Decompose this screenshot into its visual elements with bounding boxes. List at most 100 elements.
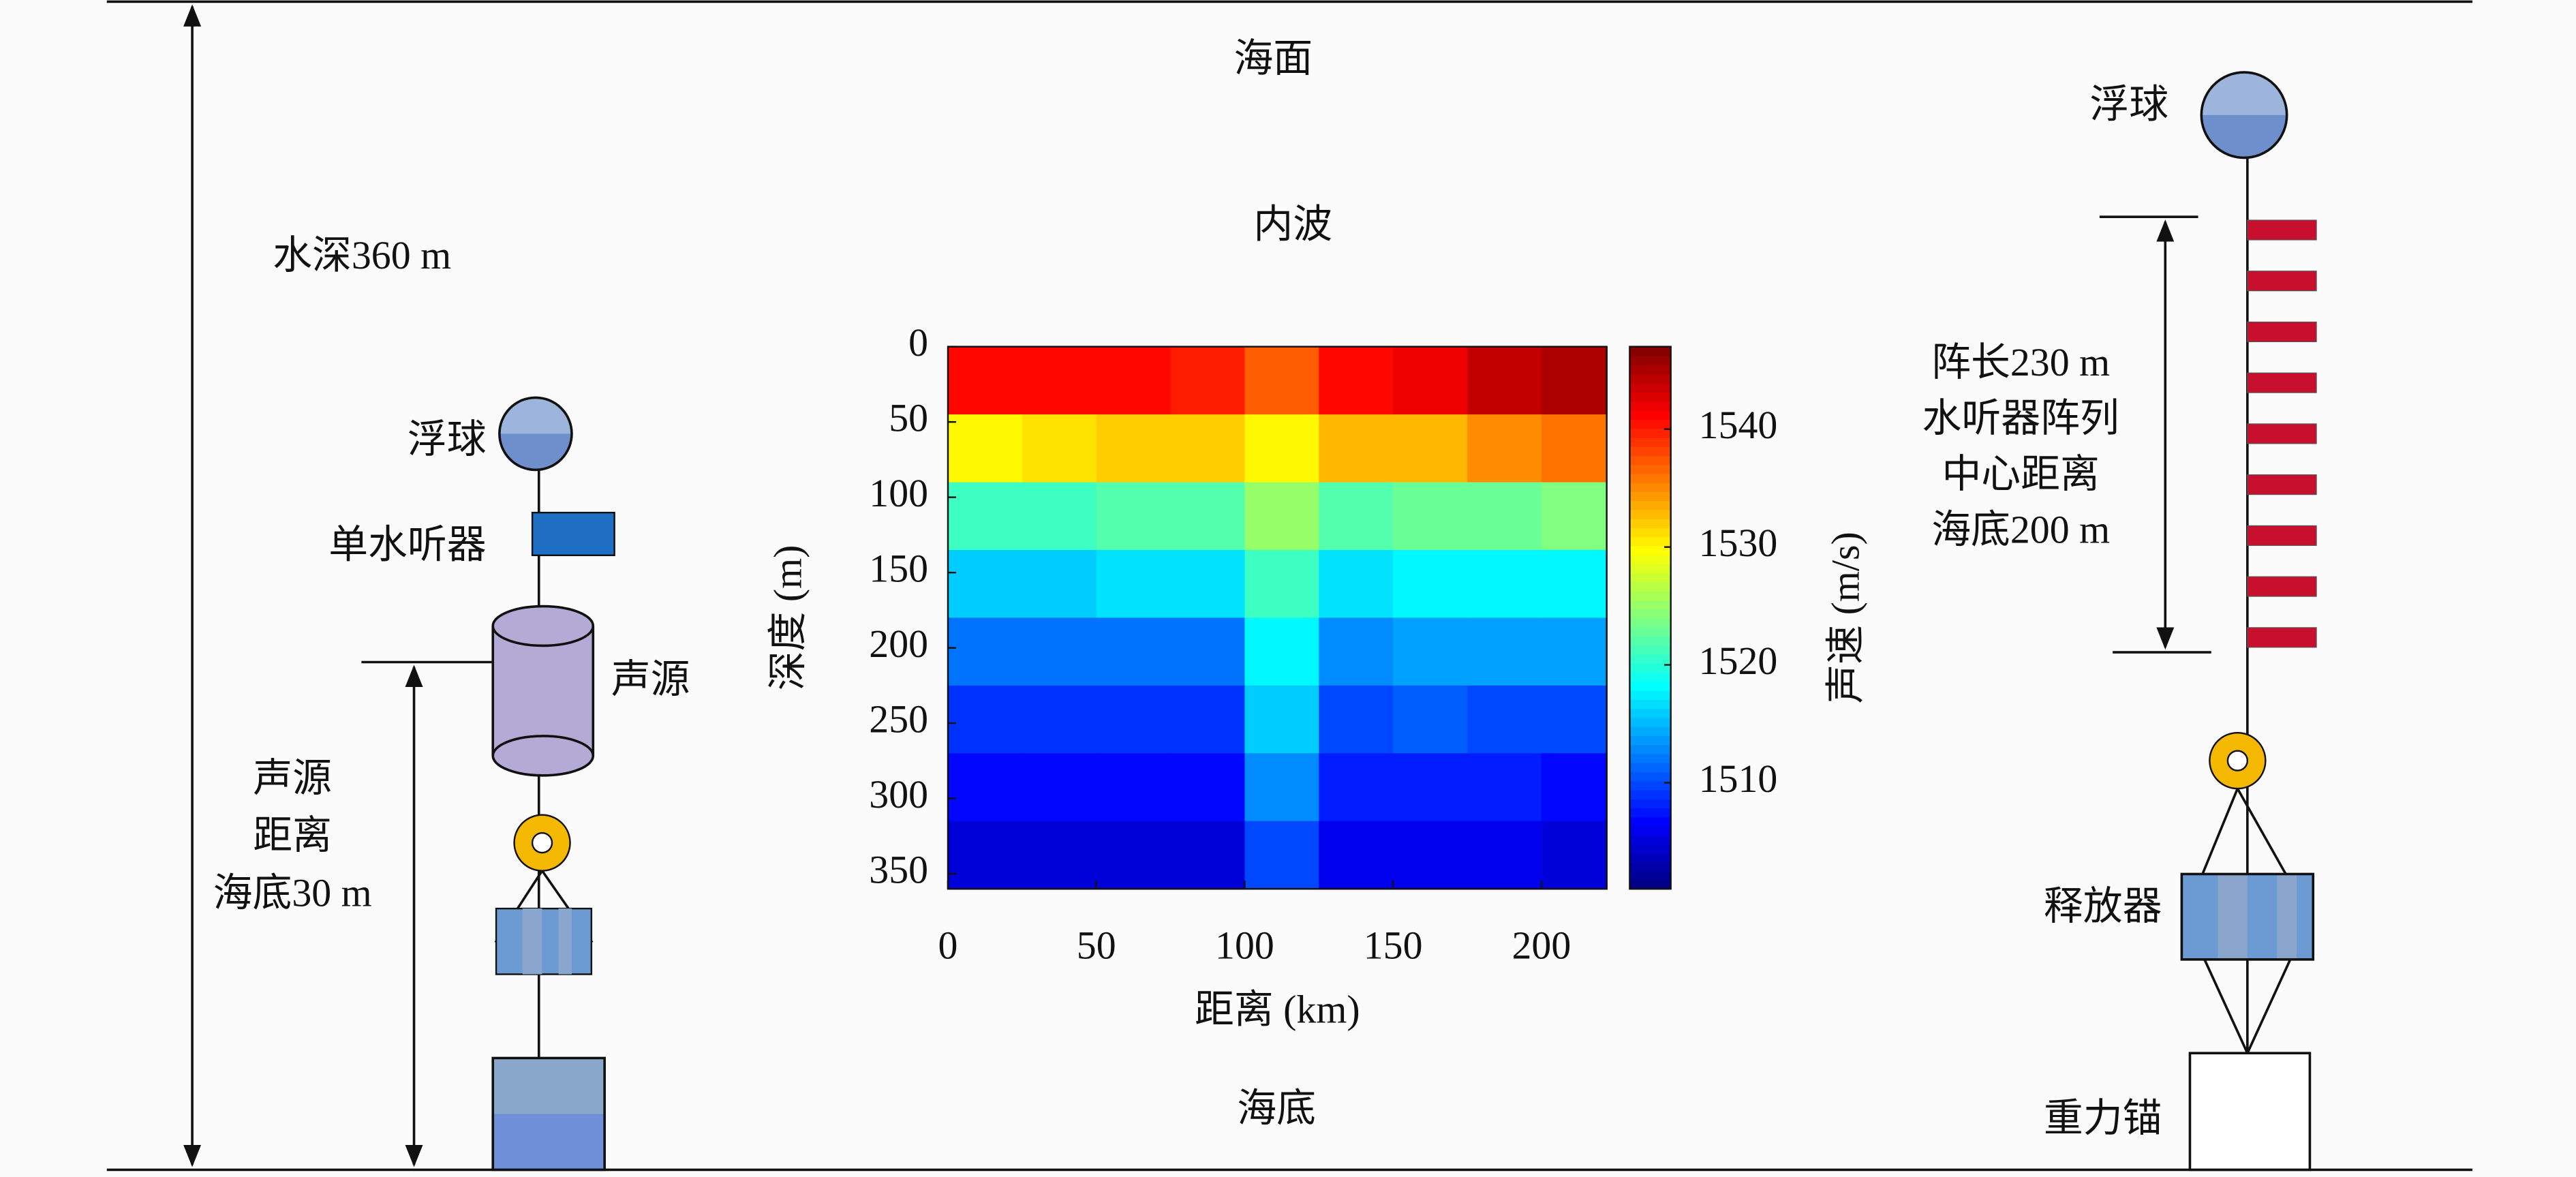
colorbar-segment: [1629, 527, 1671, 538]
heat-cell: [1244, 482, 1320, 551]
heat-cell: [1319, 821, 1394, 890]
colorbar-segment: [1629, 401, 1671, 411]
colorbar-segment: [1629, 491, 1671, 502]
heat-cell: [1244, 821, 1320, 890]
heat-cell: [1393, 414, 1469, 483]
heat-cell: [947, 617, 1024, 687]
colorbar-segment: [1629, 509, 1671, 519]
colorbar-segment: [1629, 834, 1671, 845]
heat-cell: [947, 346, 1024, 416]
heat-cell: [1244, 617, 1320, 687]
heat-cell: [1096, 549, 1171, 619]
x-tick-label: 150: [1364, 923, 1423, 968]
colorbar-segment: [1629, 853, 1671, 863]
colorbar-segment: [1629, 825, 1671, 836]
heat-cell: [1541, 346, 1608, 416]
colorbar-segment: [1629, 455, 1671, 465]
heat-cell: [1170, 414, 1246, 483]
colorbar-segment: [1629, 365, 1671, 375]
heat-cell: [947, 753, 1024, 822]
heat-cell: [947, 482, 1024, 551]
heat-cell: [1170, 821, 1246, 890]
sea-surface: 海面: [1233, 36, 1313, 80]
colorbar-segment: [1629, 762, 1671, 773]
colorbar-segment: [1629, 645, 1671, 655]
y-tick-label: 100: [869, 471, 928, 515]
array-info: 海底200 m: [1931, 508, 2110, 552]
heat-cell: [1393, 753, 1469, 822]
x-tick-label: 200: [1512, 923, 1571, 968]
x-axis-label: 距离 (km): [1195, 988, 1360, 1032]
y-tick-label: 150: [869, 546, 928, 590]
water-depth: 水深360 m: [273, 233, 451, 277]
heat-cell: [1096, 821, 1171, 890]
colorbar-segment: [1629, 536, 1671, 547]
y-tick-label: 50: [889, 395, 928, 440]
heat-cell: [1393, 549, 1469, 619]
releaser-label: 释放器: [2044, 884, 2162, 928]
colorbar-segment: [1629, 518, 1671, 529]
colorbar-segment: [1629, 581, 1671, 592]
heat-cell: [1467, 753, 1543, 822]
colorbar-segment: [1629, 427, 1671, 438]
colorbar-tick-label: 1540: [1699, 403, 1778, 447]
colorbar-segment: [1629, 726, 1671, 736]
colorbar-segment: [1629, 717, 1671, 727]
colorbar-segment: [1629, 346, 1671, 357]
heat-cell: [1022, 753, 1097, 822]
colorbar-segment: [1629, 617, 1671, 628]
colorbar-segment: [1629, 707, 1671, 718]
heat-cell: [1393, 346, 1469, 416]
heat-cell: [947, 549, 1024, 619]
colorbar-segment: [1629, 861, 1671, 872]
heat-cell: [1022, 346, 1097, 416]
heat-cell: [1170, 549, 1246, 619]
heat-cell: [1096, 414, 1171, 483]
heat-cell: [1541, 414, 1608, 483]
colorbar-segment: [1629, 662, 1671, 673]
heat-cell: [1022, 617, 1097, 687]
y-tick-label: 350: [869, 847, 928, 891]
heat-cell: [1170, 346, 1246, 416]
y-tick-label: 250: [869, 697, 928, 741]
colorbar-segment: [1629, 473, 1671, 483]
colorbar-segment: [1629, 545, 1671, 555]
heat-cell: [1244, 685, 1320, 754]
heat-cell: [1170, 617, 1246, 687]
heat-cell: [1319, 549, 1394, 619]
colorbar-segment: [1629, 563, 1671, 574]
heat-cell: [1319, 414, 1394, 483]
heat-cell: [1393, 482, 1469, 551]
colorbar-segment: [1629, 500, 1671, 510]
colorbar-segment: [1629, 699, 1671, 709]
colorbar-segment: [1629, 446, 1671, 456]
heat-cell: [1022, 821, 1097, 890]
colorbar-tick-label: 1510: [1699, 756, 1778, 801]
seabed: 海底: [1237, 1086, 1316, 1130]
colorbar-segment: [1629, 816, 1671, 827]
heat-cell: [947, 685, 1024, 754]
colorbar-segment: [1629, 626, 1671, 637]
heat-cell: [1467, 821, 1543, 890]
heat-cell: [1022, 482, 1097, 551]
colorbar-segment: [1629, 771, 1671, 782]
colorbar-segment: [1629, 798, 1671, 809]
colorbar-segment: [1629, 681, 1671, 691]
heat-cell: [1022, 549, 1097, 619]
heat-cell: [1467, 414, 1543, 483]
heat-cell: [1244, 346, 1320, 416]
colorbar-segment: [1629, 635, 1671, 646]
heat-cell: [1096, 685, 1171, 754]
x-tick-label: 50: [1077, 923, 1116, 968]
heat-cell: [1541, 549, 1608, 619]
heat-cell: [1467, 685, 1543, 754]
heat-cell: [1096, 617, 1171, 687]
heat-cell: [1467, 617, 1543, 687]
colorbar-segment: [1629, 609, 1671, 619]
colorbar-segment: [1629, 391, 1671, 402]
colorbar-segment: [1629, 744, 1671, 754]
heat-cell: [1170, 482, 1246, 551]
heat-cell: [1244, 414, 1320, 483]
